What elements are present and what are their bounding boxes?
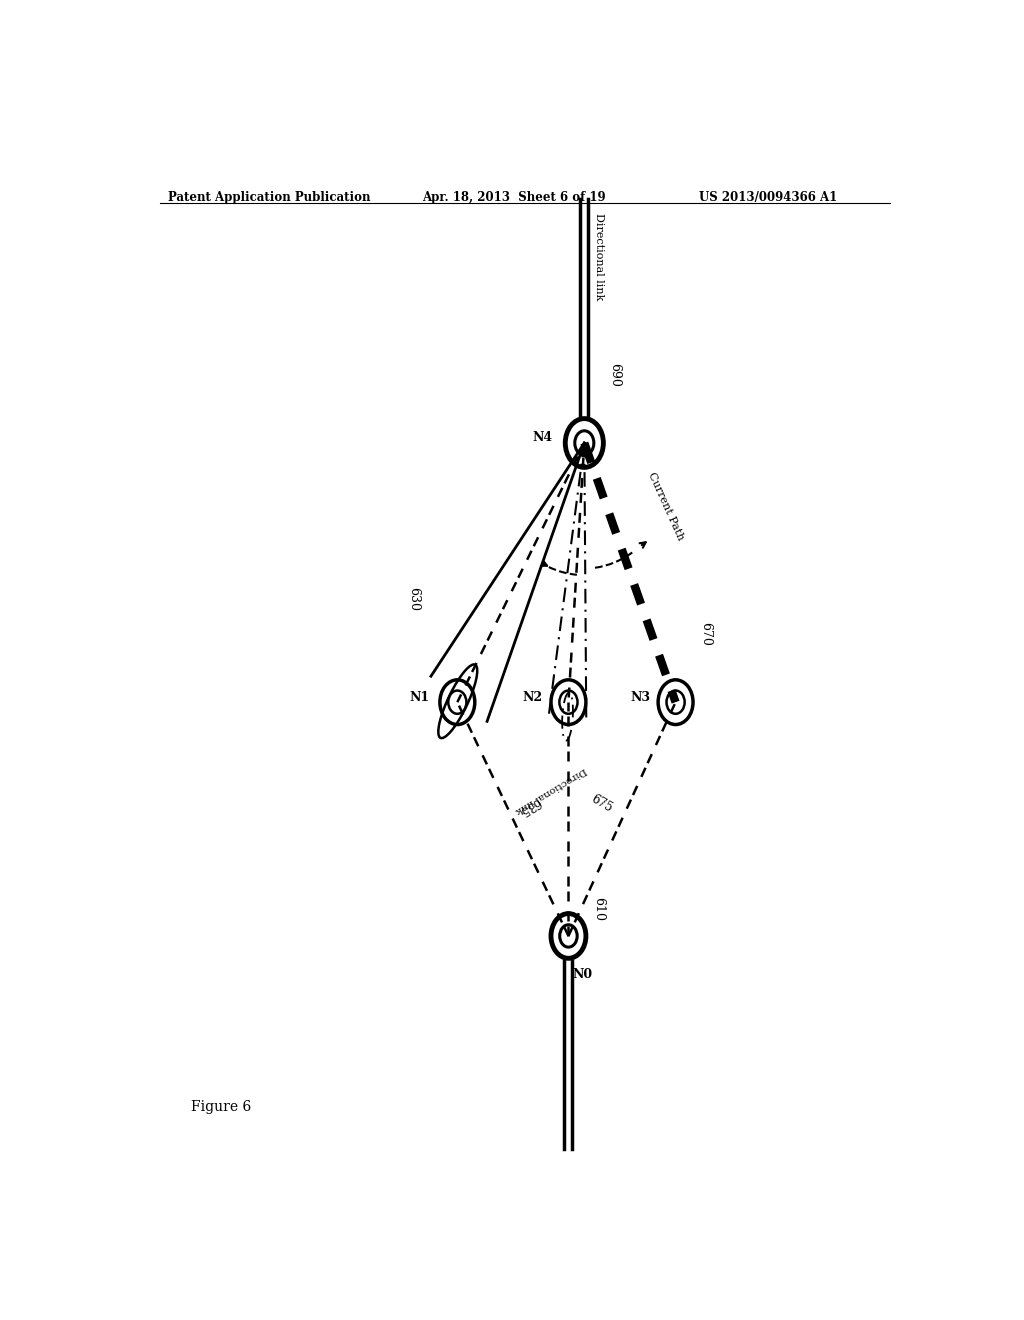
Text: N1: N1 <box>410 690 430 704</box>
Text: N2: N2 <box>522 690 543 704</box>
Text: US 2013/0094366 A1: US 2013/0094366 A1 <box>699 191 838 203</box>
Text: 690: 690 <box>608 363 621 387</box>
Text: Figure 6: Figure 6 <box>191 1100 252 1114</box>
Text: Directional link: Directional link <box>594 214 603 301</box>
Text: Directional link: Directional link <box>513 766 587 814</box>
Text: Patent Application Publication: Patent Application Publication <box>168 191 371 203</box>
Text: 670: 670 <box>699 623 713 647</box>
Text: N3: N3 <box>630 690 650 704</box>
Text: 610: 610 <box>592 896 605 921</box>
Text: Current Path: Current Path <box>646 471 685 543</box>
Text: N4: N4 <box>532 432 553 445</box>
Text: Apr. 18, 2013  Sheet 6 of 19: Apr. 18, 2013 Sheet 6 of 19 <box>422 191 605 203</box>
Text: N0: N0 <box>572 969 593 982</box>
Text: 635: 635 <box>517 795 543 817</box>
Text: 675: 675 <box>589 792 614 814</box>
Text: 630: 630 <box>408 586 420 611</box>
